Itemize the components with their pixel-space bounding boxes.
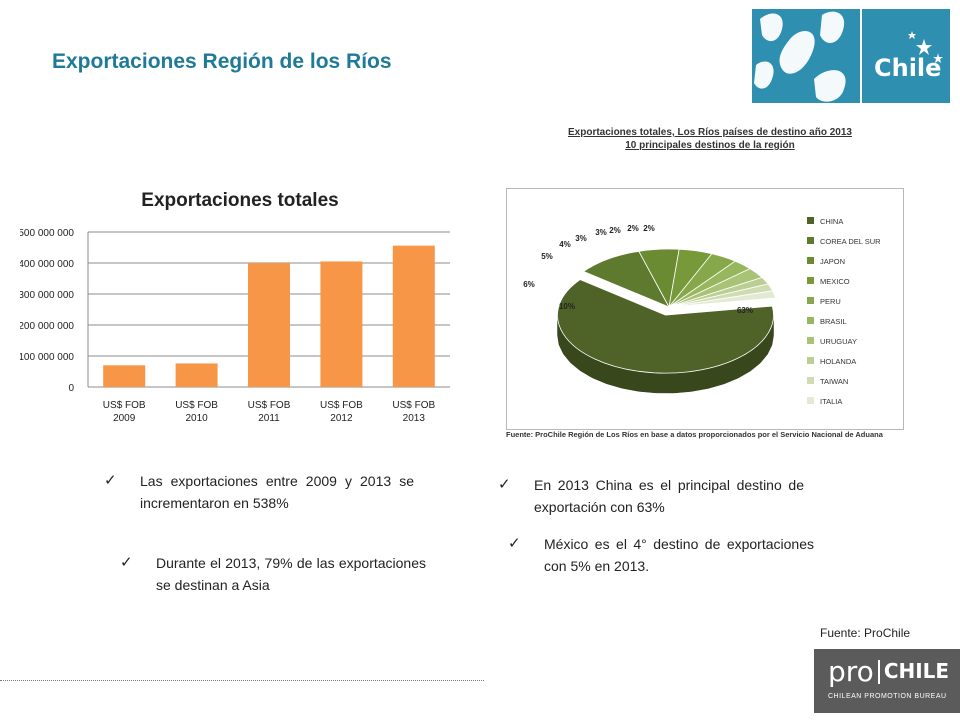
pie-slice: [557, 279, 774, 374]
source-note: Fuente: ProChile: [820, 626, 911, 640]
x-tick-label: US$ FOB 2011: [248, 400, 291, 424]
x-tick-label: US$ FOB 2013: [392, 400, 435, 424]
y-tick-label: 0: [68, 383, 74, 394]
legend-label: COREA DEL SUR: [820, 237, 881, 246]
pie-data-label: 2%: [627, 224, 639, 233]
check-icon: ✓: [508, 535, 521, 552]
y-tick-label: 500 000 000: [20, 228, 74, 239]
bar: [392, 245, 435, 387]
pie-data-label: 4%: [559, 240, 571, 249]
bar: [175, 363, 218, 387]
pie-caption-line2: 10 principales destinos de la región: [625, 140, 795, 151]
bar: [248, 263, 290, 387]
bar-chart: Exportaciones totales 0 100 000 000 200 00…: [20, 180, 460, 440]
legend-label: PERU: [820, 297, 841, 306]
bar: [320, 261, 363, 387]
check-icon: ✓: [104, 472, 117, 489]
pie-data-label: 2%: [643, 224, 655, 233]
legend-swatch: [807, 357, 814, 364]
y-tick-label: 300 000 000: [20, 290, 74, 301]
legend-swatch: [807, 217, 814, 224]
legend-swatch: [807, 317, 814, 324]
legend-label: TAIWAN: [820, 377, 848, 386]
bullet-text: México es el 4° destino de exportaciones…: [544, 536, 814, 574]
pie-data-label: 6%: [523, 280, 535, 289]
pie-data-label: 2%: [609, 226, 621, 235]
check-icon: ✓: [120, 554, 133, 571]
pie-data-label: 63%: [737, 306, 753, 315]
x-tick-label: US$ FOB 2010: [175, 400, 218, 424]
y-tick-label: 400 000 000: [20, 259, 74, 270]
legend-label: HOLANDA: [820, 357, 856, 366]
y-tick-label: 100 000 000: [20, 352, 74, 363]
legend-label: MEXICO: [820, 277, 850, 286]
pie-data-label: 3%: [575, 234, 587, 243]
chile-logo: Chile: [752, 9, 950, 103]
legend-label: BRASIL: [820, 317, 847, 326]
prochile-brand-pro: pro: [828, 655, 874, 688]
pie-chart-caption: Exportaciones totales, Los Ríos países d…: [520, 126, 900, 152]
legend-swatch: [807, 297, 814, 304]
pie-chart: 63% 10% 6% 5% 4% 3% 3% 2% 2% 2% CHINA COREA DEL SUR…: [506, 188, 904, 430]
legend-swatch: [807, 277, 814, 284]
page-title: Exportaciones Región de los Ríos: [52, 50, 392, 73]
x-tick-label: US$ FOB 2012: [320, 400, 363, 424]
pie-caption-line1: Exportaciones totales, Los Ríos países d…: [568, 127, 852, 138]
divider: [0, 680, 484, 681]
y-tick-label: 200 000 000: [20, 321, 74, 332]
legend-swatch: [807, 237, 814, 244]
pie-data-label: 3%: [595, 228, 607, 237]
prochile-brand-chile: CHILE: [883, 659, 950, 683]
bar-chart-title: Exportaciones totales: [141, 190, 339, 211]
bullet-item: ✓ Las exportaciones entre 2009 y 2013 se…: [104, 470, 414, 520]
legend-swatch: [807, 337, 814, 344]
legend-label: ITALIA: [820, 397, 842, 406]
bullet-text: En 2013 China es el principal destino de…: [534, 477, 804, 515]
pie-data-label: 10%: [559, 302, 575, 311]
chile-logo-text: Chile: [874, 54, 942, 82]
bullet-item: ✓ Durante el 2013, 79% de las exportacio…: [120, 552, 426, 602]
legend-swatch: [807, 257, 814, 264]
prochile-logo: pro CHILE CHILEAN PROMOTION BUREAU: [814, 649, 960, 713]
pie-data-label: 5%: [541, 252, 553, 261]
check-icon: ✓: [498, 476, 511, 493]
bar-chart-plot: 0 100 000 000 200 000 000 300 000 000 400 00…: [20, 228, 450, 424]
legend-label: JAPON: [820, 257, 845, 266]
pie-slice: [668, 290, 777, 308]
legend-label: URUGUAY: [820, 337, 857, 346]
pie-chart-source: Fuente: ProChile Región de Los Ríos en b…: [506, 430, 883, 439]
legend-label: CHINA: [820, 217, 843, 226]
prochile-brand: pro CHILE: [828, 655, 949, 688]
bullet-item: ✓ En 2013 China es el principal destino …: [498, 474, 804, 524]
bar: [103, 365, 146, 387]
chile-logo-graphic: [752, 9, 950, 103]
prochile-tagline: CHILEAN PROMOTION BUREAU: [828, 693, 947, 700]
x-tick-label: US$ FOB 2009: [103, 400, 146, 424]
bullet-item: ✓ México es el 4° destino de exportacion…: [508, 533, 814, 583]
bullet-text: Durante el 2013, 79% de las exportacione…: [156, 555, 426, 593]
legend-swatch: [807, 397, 814, 404]
bullet-text: Las exportaciones entre 2009 y 2013 se i…: [140, 473, 414, 511]
legend-swatch: [807, 377, 814, 384]
